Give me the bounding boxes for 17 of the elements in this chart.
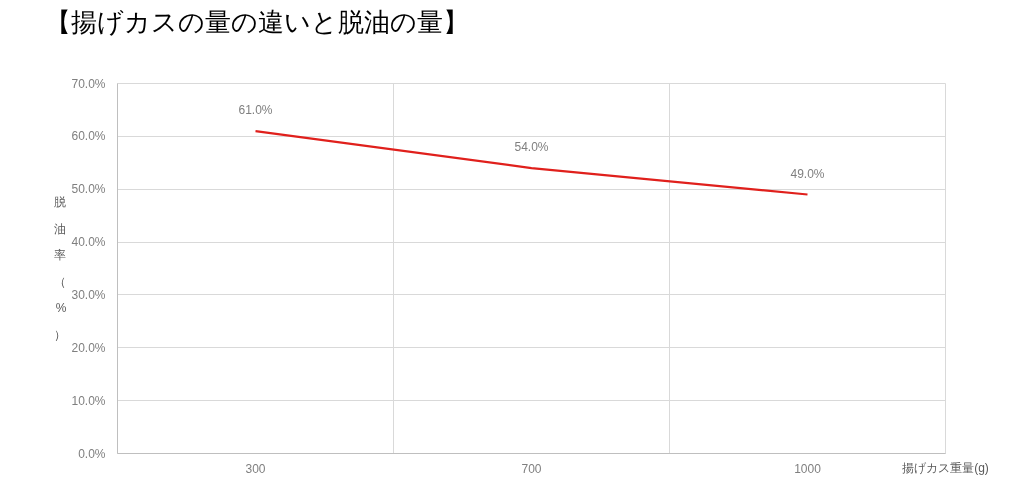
y-tick-label: 0.0% — [78, 446, 106, 461]
y-tick-label: 60.0% — [71, 129, 106, 144]
y-tick-label: 30.0% — [71, 287, 106, 302]
x-tick-label: 300 — [245, 461, 266, 476]
data-label: 61.0% — [238, 103, 273, 118]
y-tick-label: 10.0% — [71, 393, 106, 408]
x-tick-label: 700 — [521, 461, 542, 476]
x-tick-label: 1000 — [794, 461, 822, 476]
data-label: 49.0% — [790, 166, 825, 181]
chart-title: 【揚げカスの量の違いと脱油の量】 — [45, 6, 469, 39]
y-tick-label: 70.0% — [71, 76, 106, 91]
y-tick-label: 50.0% — [71, 182, 106, 197]
y-tick-label: 40.0% — [71, 235, 106, 250]
x-axis-title: 揚げカス重量(g) — [902, 460, 989, 475]
y-axis-title: 脱油率（%） — [54, 195, 67, 342]
data-label: 54.0% — [514, 140, 549, 155]
y-tick-label: 20.0% — [71, 340, 106, 355]
